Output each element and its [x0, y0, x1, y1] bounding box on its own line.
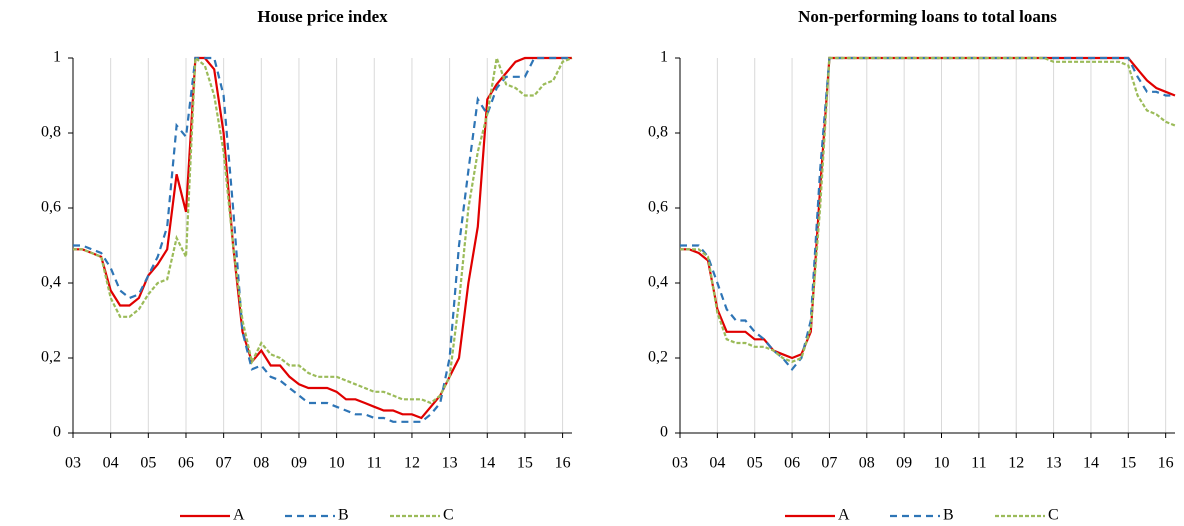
y-tick-label: 0 [660, 424, 668, 441]
legend-label: B [338, 507, 349, 524]
x-tick-label: 10 [934, 455, 950, 472]
x-tick-label: 16 [555, 455, 571, 472]
x-tick-label: 03 [672, 455, 688, 472]
legend-label: C [443, 507, 454, 524]
y-tick-label: 0,4 [41, 274, 61, 291]
legend-label: A [838, 507, 850, 524]
series-line [680, 56, 1176, 363]
y-tick-label: 0 [53, 424, 61, 441]
x-tick-label: 07 [216, 455, 232, 472]
series-line [73, 56, 572, 420]
x-tick-label: 12 [1008, 455, 1024, 472]
y-tick-label: 0,2 [648, 349, 668, 366]
y-tick-label: 0,6 [41, 199, 61, 216]
x-tick-label: 07 [821, 455, 837, 472]
legend-label: B [943, 507, 954, 524]
y-tick-label: 1 [660, 49, 668, 66]
x-tick-label: 05 [140, 455, 156, 472]
x-tick-label: 09 [896, 455, 912, 472]
x-tick-label: 16 [1158, 455, 1174, 472]
x-tick-label: 05 [747, 455, 763, 472]
x-tick-label: 11 [971, 455, 986, 472]
x-tick-label: 06 [178, 455, 194, 472]
series-line [680, 56, 1175, 372]
series-line [73, 53, 573, 405]
x-tick-label: 10 [329, 455, 345, 472]
x-tick-label: 08 [253, 455, 269, 472]
chart: Non-performing loans to total loans 03 04 0… [648, 7, 1176, 524]
x-tick-label: 08 [859, 455, 875, 472]
x-tick-label: 14 [479, 455, 495, 472]
x-tick-label: 13 [442, 455, 458, 472]
x-tick-label: 11 [367, 455, 382, 472]
x-tick-label: 14 [1083, 455, 1099, 472]
x-tick-label: 04 [709, 455, 725, 472]
y-tick-label: 0,8 [41, 124, 61, 141]
x-tick-label: 09 [291, 455, 307, 472]
y-tick-label: 1 [53, 49, 61, 66]
y-tick-label: 0,6 [648, 199, 668, 216]
y-tick-label: 0,8 [648, 124, 668, 141]
x-tick-label: 04 [103, 455, 119, 472]
x-tick-label: 06 [784, 455, 800, 472]
legend-label: C [1048, 507, 1059, 524]
x-tick-label: 15 [517, 455, 533, 472]
x-tick-label: 13 [1046, 455, 1062, 472]
legend-label: A [233, 507, 245, 524]
x-tick-label: 15 [1120, 455, 1136, 472]
x-tick-label: 12 [404, 455, 420, 472]
y-tick-label: 0,2 [41, 349, 61, 366]
y-tick-label: 0,4 [648, 274, 668, 291]
chart-title: House price index [257, 7, 388, 26]
x-tick-label: 03 [65, 455, 81, 472]
chart-title: Non-performing loans to total loans [798, 7, 1057, 26]
